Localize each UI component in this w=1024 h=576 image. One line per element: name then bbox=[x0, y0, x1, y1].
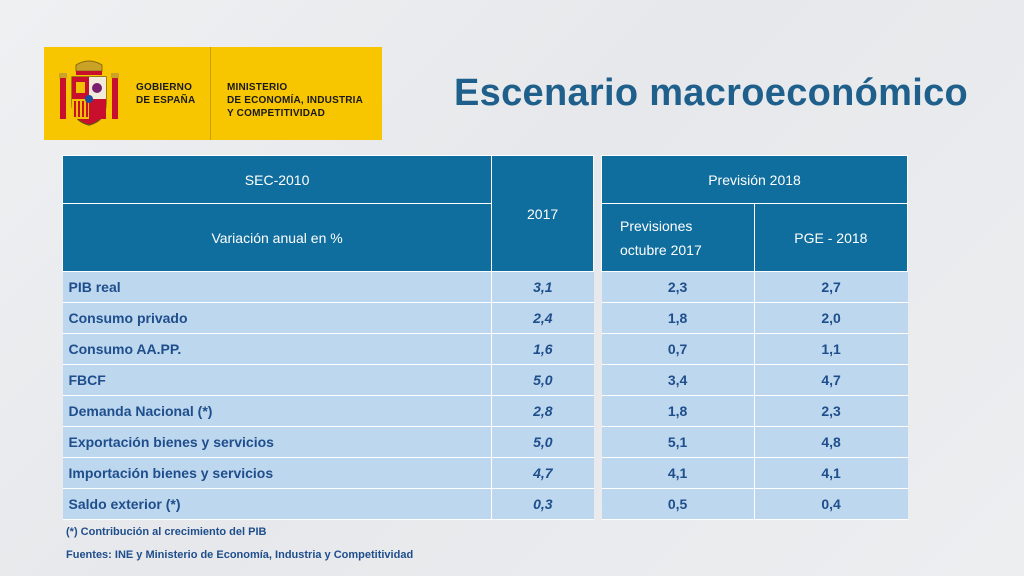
value-pge: 4,7 bbox=[753, 364, 908, 396]
header-variacion: Variación anual en % bbox=[61, 203, 493, 272]
value-2017: 4,7 bbox=[491, 457, 594, 489]
value-2017: 5,0 bbox=[491, 364, 594, 396]
table-row: 2,3 2,7 bbox=[601, 271, 908, 303]
value-2017: 2,8 bbox=[491, 395, 594, 427]
value-pge: 1,1 bbox=[753, 333, 908, 365]
table-row: Saldo exterior (*) 0,3 bbox=[62, 488, 594, 520]
prevision-2018-table: Previsión 2018 Previsiones octubre 2017 … bbox=[601, 155, 909, 520]
gov-line-2: DE ESPAÑA bbox=[136, 95, 196, 106]
ministry-line-2: DE ECONOMÍA, INDUSTRIA bbox=[227, 95, 364, 106]
header-pge-2018: PGE - 2018 bbox=[753, 203, 909, 272]
row-label: Importación bienes y servicios bbox=[62, 457, 492, 489]
ministry-logo: GOBIERNO DE ESPAÑA MINISTERIO DE ECONOMÍ… bbox=[44, 47, 382, 140]
table-row: 4,1 4,1 bbox=[601, 457, 908, 489]
value-previsiones: 3,4 bbox=[601, 364, 755, 396]
row-label: Exportación bienes y servicios bbox=[62, 426, 492, 458]
table-row: Exportación bienes y servicios 5,0 bbox=[62, 426, 594, 458]
header-sec2010: SEC-2010 bbox=[61, 155, 493, 204]
ministry-line-1: MINISTERIO bbox=[227, 82, 288, 93]
footnote: (*) Contribución al crecimiento del PIB bbox=[66, 526, 267, 538]
table-row: Importación bienes y servicios 4,7 bbox=[62, 457, 594, 489]
table-row: FBCF 5,0 bbox=[62, 364, 594, 396]
row-label: FBCF bbox=[62, 364, 492, 396]
value-previsiones: 1,8 bbox=[601, 302, 755, 334]
table-row: Consumo AA.PP. 1,6 bbox=[62, 333, 594, 365]
value-previsiones: 1,8 bbox=[601, 395, 755, 427]
value-previsiones: 5,1 bbox=[601, 426, 755, 458]
header-2017: 2017 bbox=[491, 155, 594, 272]
value-previsiones: 0,7 bbox=[601, 333, 755, 365]
value-pge: 0,4 bbox=[753, 488, 908, 520]
coat-of-arms-icon bbox=[59, 60, 119, 126]
value-previsiones: 0,5 bbox=[601, 488, 755, 520]
table-row: Consumo privado 2,4 bbox=[62, 302, 594, 334]
table-row: Demanda Nacional (*) 2,8 bbox=[62, 395, 594, 427]
row-label: Saldo exterior (*) bbox=[62, 488, 492, 520]
value-pge: 4,1 bbox=[753, 457, 908, 489]
table-row: 0,7 1,1 bbox=[601, 333, 908, 365]
table-row: PIB real 3,1 bbox=[62, 271, 594, 303]
value-pge: 4,8 bbox=[753, 426, 908, 458]
value-pge: 2,3 bbox=[753, 395, 908, 427]
table-row: 3,4 4,7 bbox=[601, 364, 908, 396]
table-row: 1,8 2,3 bbox=[601, 395, 908, 427]
gov-line-1: GOBIERNO bbox=[136, 82, 193, 93]
table-row: 5,1 4,8 bbox=[601, 426, 908, 458]
value-2017: 2,4 bbox=[491, 302, 594, 334]
value-previsiones: 2,3 bbox=[601, 271, 755, 303]
logo-divider bbox=[210, 47, 211, 140]
row-label: PIB real bbox=[62, 271, 492, 303]
value-pge: 2,7 bbox=[753, 271, 908, 303]
row-label: Demanda Nacional (*) bbox=[62, 395, 492, 427]
value-2017: 1,6 bbox=[491, 333, 594, 365]
value-previsiones: 4,1 bbox=[601, 457, 755, 489]
header-previsiones-octubre: Previsiones octubre 2017 bbox=[601, 203, 755, 272]
sources-note: Fuentes: INE y Ministerio de Economía, I… bbox=[66, 549, 414, 561]
government-of-spain-text: GOBIERNO DE ESPAÑA bbox=[136, 81, 195, 107]
value-2017: 5,0 bbox=[491, 426, 594, 458]
table-row: 1,8 2,0 bbox=[601, 302, 908, 334]
ministry-line-3: Y COMPETITIVIDAD bbox=[227, 108, 326, 119]
table-row: 0,5 0,4 bbox=[601, 488, 908, 520]
sec2010-table: SEC-2010 2017 Variación anual en % PIB r… bbox=[61, 155, 594, 520]
header-prevision-2018: Previsión 2018 bbox=[601, 155, 908, 204]
value-2017: 0,3 bbox=[491, 488, 594, 520]
ministry-text: MINISTERIO DE ECONOMÍA, INDUSTRIA Y COMP… bbox=[227, 81, 363, 120]
row-label: Consumo privado bbox=[62, 302, 492, 334]
value-pge: 2,0 bbox=[753, 302, 908, 334]
page-title: Escenario macroeconómico bbox=[454, 72, 969, 114]
value-2017: 3,1 bbox=[491, 271, 594, 303]
row-label: Consumo AA.PP. bbox=[62, 333, 492, 365]
